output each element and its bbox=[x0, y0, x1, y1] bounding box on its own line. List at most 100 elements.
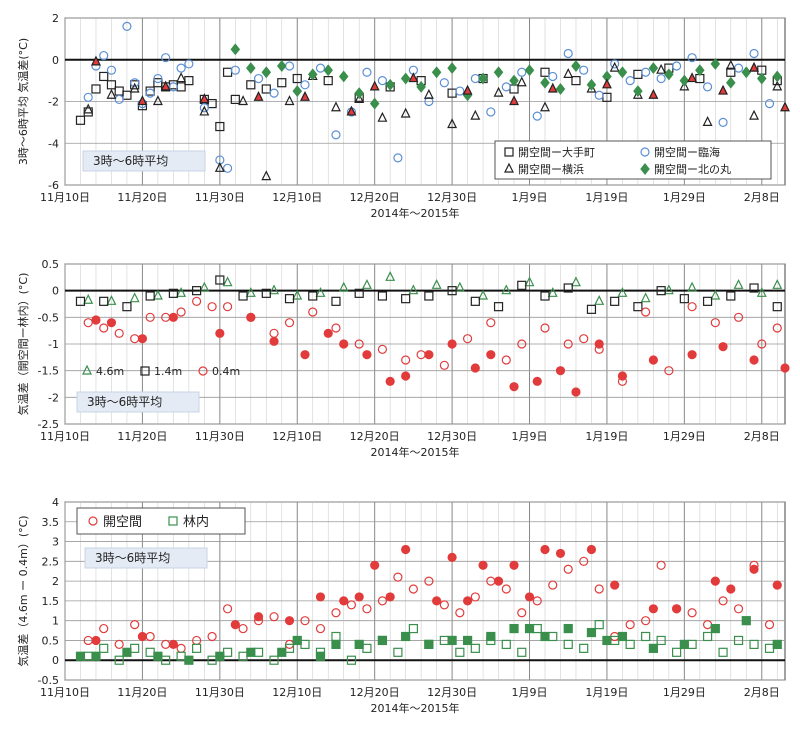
data-point bbox=[501, 82, 511, 92]
data-point bbox=[424, 639, 434, 650]
data-point bbox=[207, 302, 217, 312]
data-point bbox=[540, 323, 550, 333]
x-tick-label: 2月8日 bbox=[744, 430, 780, 443]
data-point bbox=[137, 631, 148, 642]
data-point bbox=[261, 84, 271, 94]
data-point bbox=[718, 117, 728, 127]
data-point bbox=[532, 596, 542, 606]
data-point bbox=[401, 355, 411, 365]
data-point bbox=[664, 366, 674, 376]
data-point bbox=[377, 635, 388, 646]
data-point bbox=[114, 655, 124, 665]
data-point bbox=[423, 88, 434, 99]
y-tick-label: -2 bbox=[48, 391, 59, 404]
data-point bbox=[199, 105, 210, 116]
data-point bbox=[215, 651, 225, 661]
data-point bbox=[579, 65, 589, 75]
data-point bbox=[99, 643, 109, 653]
data-point bbox=[238, 291, 248, 301]
data-point bbox=[214, 161, 225, 172]
data-point bbox=[385, 376, 395, 386]
x-tick-label: 1月29日 bbox=[663, 430, 706, 443]
x-tick-label: 11月10日 bbox=[40, 430, 90, 443]
data-point bbox=[548, 580, 558, 590]
data-point bbox=[369, 97, 380, 110]
data-point bbox=[702, 82, 713, 92]
data-point bbox=[516, 76, 527, 87]
data-point bbox=[130, 620, 140, 630]
data-point bbox=[83, 293, 94, 304]
data-point bbox=[377, 76, 388, 86]
data-point bbox=[261, 66, 272, 79]
data-point bbox=[749, 61, 760, 72]
data-point bbox=[501, 639, 511, 650]
data-point bbox=[346, 600, 357, 610]
data-point bbox=[292, 289, 303, 300]
data-point bbox=[563, 339, 573, 349]
y-tick-label: 2 bbox=[52, 12, 59, 25]
data-point bbox=[710, 318, 720, 328]
data-point bbox=[486, 350, 496, 360]
data-point bbox=[176, 63, 186, 73]
x-tick-label: 1月9日 bbox=[512, 430, 548, 443]
data-point bbox=[153, 73, 163, 84]
data-point bbox=[308, 307, 318, 317]
data-point bbox=[702, 116, 713, 126]
data-point bbox=[377, 111, 388, 122]
data-point bbox=[455, 86, 465, 96]
x-axis-title: 2014年～2015年 bbox=[371, 701, 460, 715]
y-tick-label: -1 bbox=[48, 338, 59, 351]
data-point bbox=[246, 80, 256, 90]
data-point bbox=[726, 76, 736, 89]
x-tick-label: 1月9日 bbox=[512, 191, 548, 204]
data-point bbox=[269, 612, 279, 622]
data-point bbox=[152, 289, 163, 300]
data-point bbox=[362, 604, 372, 614]
data-point bbox=[222, 163, 233, 173]
data-point bbox=[253, 90, 264, 101]
data-point bbox=[277, 78, 287, 88]
legend-marker bbox=[504, 162, 514, 173]
data-point bbox=[315, 623, 326, 634]
data-point bbox=[524, 64, 535, 77]
data-point bbox=[540, 544, 550, 555]
data-point bbox=[447, 286, 457, 296]
data-point bbox=[772, 639, 782, 650]
data-point bbox=[687, 53, 697, 63]
data-point bbox=[780, 363, 790, 373]
data-point bbox=[145, 88, 155, 98]
data-point bbox=[184, 655, 194, 665]
data-point bbox=[656, 63, 667, 74]
y-tick-label: 0 bbox=[52, 54, 59, 67]
y-tick-label: 0 bbox=[52, 285, 59, 298]
data-point bbox=[393, 153, 403, 163]
data-point bbox=[586, 544, 597, 555]
data-point bbox=[640, 292, 651, 303]
x-tick-label: 2月8日 bbox=[744, 191, 780, 204]
data-point bbox=[540, 76, 550, 89]
data-point bbox=[749, 564, 759, 574]
data-point bbox=[176, 307, 186, 317]
data-point bbox=[168, 82, 178, 92]
data-point bbox=[586, 627, 597, 638]
data-point bbox=[393, 572, 403, 582]
data-point bbox=[718, 342, 728, 352]
data-point bbox=[362, 67, 372, 77]
data-point bbox=[300, 616, 310, 626]
legend-marker bbox=[640, 163, 650, 175]
data-point bbox=[780, 101, 790, 112]
data-point bbox=[284, 318, 295, 328]
data-point bbox=[230, 94, 240, 105]
data-point bbox=[168, 288, 178, 298]
x-tick-label: 1月19日 bbox=[585, 191, 628, 204]
data-point bbox=[741, 66, 752, 79]
legend-label: 開空間ー北の丸 bbox=[654, 162, 731, 176]
data-point bbox=[277, 647, 287, 657]
data-point bbox=[733, 278, 744, 289]
data-point bbox=[563, 639, 573, 650]
data-point bbox=[199, 103, 209, 113]
data-point bbox=[338, 281, 349, 292]
x-tick-label: 11月20日 bbox=[117, 686, 167, 699]
data-point bbox=[447, 635, 457, 646]
data-point bbox=[764, 620, 775, 630]
